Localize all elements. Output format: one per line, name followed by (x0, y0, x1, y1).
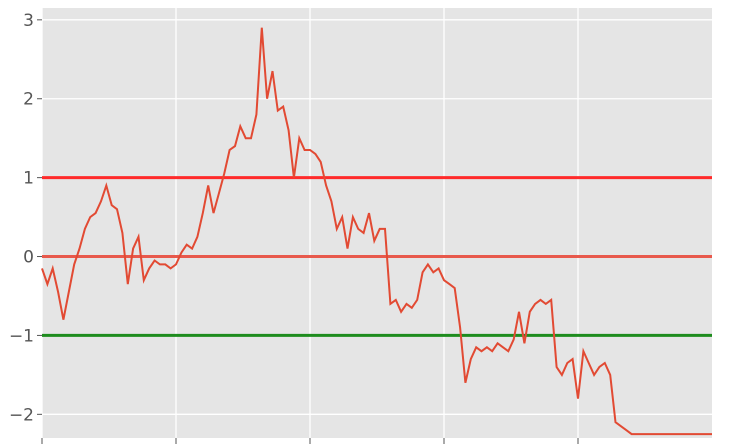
reference-lines (42, 176, 712, 337)
plot-background (42, 8, 712, 438)
y-axis-ticks: −2 −1 0 1 2 3 (9, 11, 42, 425)
x-axis-ticks (41, 438, 579, 444)
y-tick-label: 0 (23, 248, 34, 268)
series-line (41, 27, 712, 436)
y-tick-label: −1 (9, 326, 34, 346)
y-tick-label: 2 (23, 90, 34, 110)
y-tick-label: −2 (9, 405, 34, 425)
y-tick-label: 1 (23, 169, 34, 189)
y-tick-label: 3 (23, 11, 34, 31)
